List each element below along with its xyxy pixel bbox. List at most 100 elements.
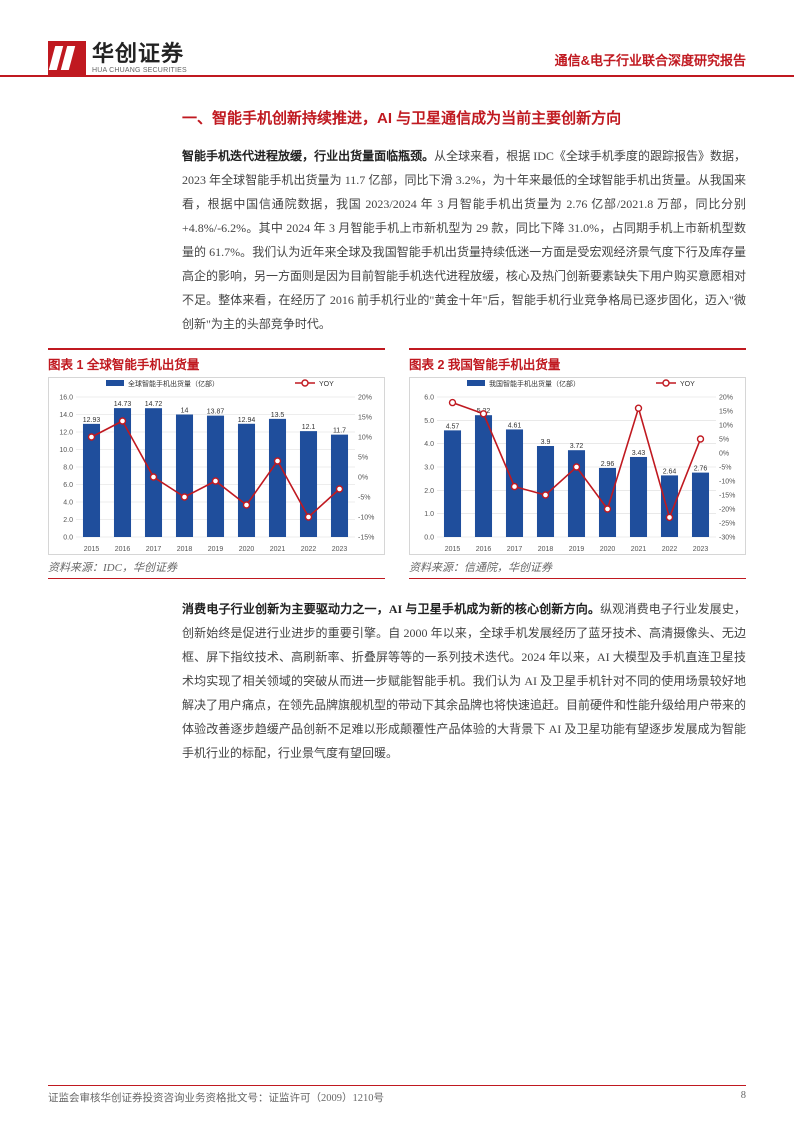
svg-text:-15%: -15% (358, 535, 374, 542)
footer-page-number: 8 (741, 1090, 746, 1105)
svg-text:2023: 2023 (332, 546, 348, 553)
svg-text:10%: 10% (358, 435, 372, 442)
logo-icon (48, 41, 86, 75)
svg-text:-25%: -25% (719, 521, 735, 528)
svg-text:0%: 0% (358, 475, 368, 482)
svg-text:2020: 2020 (239, 546, 255, 553)
svg-text:16.0: 16.0 (59, 395, 73, 402)
header-report-title: 通信&电子行业联合深度研究报告 (555, 50, 746, 75)
chart-2-canvas: 0.0 1.0 2.0 3.0 4.0 5.0 6.0 -30% -25% -20% -15% -10… (409, 377, 746, 555)
svg-text:3.0: 3.0 (424, 465, 434, 472)
svg-text:20%: 20% (719, 395, 733, 402)
svg-text:3.9: 3.9 (541, 439, 551, 446)
svg-text:15%: 15% (719, 409, 733, 416)
svg-text:5.0: 5.0 (424, 418, 434, 425)
chart-2-title: 图表 2 我国智能手机出货量 (409, 348, 746, 373)
svg-text:-10%: -10% (358, 515, 374, 522)
svg-text:2018: 2018 (177, 546, 193, 553)
logo-text-en: HUA CHUANG SECURITIES (92, 67, 187, 74)
svg-text:2023: 2023 (693, 546, 709, 553)
page-header: 华创证券 HUA CHUANG SECURITIES 通信&电子行业联合深度研究… (0, 0, 794, 77)
svg-text:8.0: 8.0 (63, 465, 73, 472)
svg-text:10.0: 10.0 (59, 447, 73, 454)
svg-text:-30%: -30% (719, 535, 735, 542)
svg-text:2021: 2021 (270, 546, 286, 553)
svg-text:2017: 2017 (146, 546, 162, 553)
svg-text:0.0: 0.0 (63, 535, 73, 542)
svg-text:2022: 2022 (662, 546, 678, 553)
svg-text:2.0: 2.0 (424, 488, 434, 495)
svg-text:13.5: 13.5 (271, 412, 285, 419)
svg-text:2018: 2018 (538, 546, 554, 553)
svg-text:1.0: 1.0 (424, 511, 434, 518)
svg-text:14: 14 (181, 408, 189, 415)
svg-text:14.72: 14.72 (145, 401, 163, 408)
svg-text:6.0: 6.0 (63, 482, 73, 489)
para1-body: 从全球来看，根据 IDC《全球手机季度的跟踪报告》数据，2023 年全球智能手机… (182, 149, 746, 331)
svg-text:12.1: 12.1 (302, 424, 316, 431)
svg-text:2021: 2021 (631, 546, 647, 553)
svg-text:12.93: 12.93 (83, 417, 101, 424)
svg-text:12.94: 12.94 (238, 417, 256, 424)
para2-body: 纵观消费电子行业发展史，创新始终是促进行业进步的重要引擎。自 2000 年以来，… (182, 602, 746, 760)
chart-1-canvas: 0.0 2.0 4.0 6.0 8.0 10.0 12.0 14.0 16.0 -15% -10% -… (48, 377, 385, 555)
svg-text:2.76: 2.76 (694, 466, 708, 473)
paragraph-2: 消费电子行业创新为主要驱动力之一，AI 与卫星手机成为新的核心创新方向。纵观消费… (182, 597, 746, 765)
chart-2-source: 资料来源：信通院，华创证券 (409, 555, 746, 579)
svg-text:6.0: 6.0 (424, 395, 434, 402)
svg-text:YOY: YOY (680, 381, 695, 388)
svg-text:12.0: 12.0 (59, 430, 73, 437)
svg-text:0%: 0% (719, 451, 729, 458)
svg-text:11.7: 11.7 (333, 428, 346, 435)
svg-text:2016: 2016 (476, 546, 492, 553)
svg-text:3.72: 3.72 (570, 443, 584, 450)
svg-text:2.96: 2.96 (601, 461, 615, 468)
svg-text:20%: 20% (358, 395, 372, 402)
page-footer: 证监会审核华创证券投资咨询业务资格批文号：证监许可（2009）1210号 8 (48, 1085, 746, 1105)
logo-text-cn: 华创证券 (92, 43, 187, 65)
svg-text:-10%: -10% (719, 479, 735, 486)
svg-text:4.0: 4.0 (424, 441, 434, 448)
section-heading: 一、智能手机创新持续推进，AI 与卫星通信成为当前主要创新方向 (182, 107, 746, 128)
svg-text:14.73: 14.73 (114, 401, 132, 408)
svg-text:15%: 15% (358, 415, 372, 422)
svg-text:13.87: 13.87 (207, 409, 225, 416)
svg-text:10%: 10% (719, 423, 733, 430)
svg-text:2020: 2020 (600, 546, 616, 553)
para1-lead: 智能手机迭代进程放缓，行业出货量面临瓶颈。 (182, 149, 434, 163)
svg-text:-15%: -15% (719, 493, 735, 500)
svg-text:2016: 2016 (115, 546, 131, 553)
chart-1-source: 资料来源：IDC，华创证券 (48, 555, 385, 579)
paragraph-1: 智能手机迭代进程放缓，行业出货量面临瓶颈。从全球来看，根据 IDC《全球手机季度… (182, 144, 746, 336)
svg-text:4.57: 4.57 (446, 423, 460, 430)
svg-text:2.64: 2.64 (663, 468, 677, 475)
page-body: 一、智能手机创新持续推进，AI 与卫星通信成为当前主要创新方向 智能手机迭代进程… (0, 77, 794, 765)
svg-text:2022: 2022 (301, 546, 317, 553)
svg-text:2015: 2015 (84, 546, 100, 553)
svg-text:-5%: -5% (358, 495, 370, 502)
chart-2-col: 图表 2 我国智能手机出货量 0.0 1.0 2.0 3.0 4.0 5.0 6.0 -30%… (409, 348, 746, 579)
chart-1-col: 图表 1 全球智能手机出货量 0.0 2.0 4.0 6.0 8.0 10.0 12.0 14… (48, 348, 385, 579)
svg-text:2017: 2017 (507, 546, 523, 553)
charts-row: 图表 1 全球智能手机出货量 0.0 2.0 4.0 6.0 8.0 10.0 12.0 14… (48, 348, 746, 579)
svg-text:全球智能手机出货量（亿部）: 全球智能手机出货量（亿部） (128, 379, 219, 388)
footer-left: 证监会审核华创证券投资咨询业务资格批文号：证监许可（2009）1210号 (48, 1090, 384, 1105)
svg-text:2019: 2019 (208, 546, 224, 553)
svg-text:YOY: YOY (319, 381, 334, 388)
svg-text:3.43: 3.43 (632, 450, 646, 457)
svg-text:我国智能手机出货量（亿部）: 我国智能手机出货量（亿部） (489, 379, 580, 388)
svg-text:14.0: 14.0 (59, 412, 73, 419)
svg-text:2.0: 2.0 (63, 517, 73, 524)
logo-block: 华创证券 HUA CHUANG SECURITIES (48, 41, 187, 75)
svg-text:5%: 5% (358, 455, 368, 462)
svg-text:4.61: 4.61 (508, 422, 522, 429)
svg-text:-5%: -5% (719, 465, 731, 472)
svg-text:2015: 2015 (445, 546, 461, 553)
svg-text:4.0: 4.0 (63, 500, 73, 507)
chart-1-title: 图表 1 全球智能手机出货量 (48, 348, 385, 373)
svg-text:-20%: -20% (719, 507, 735, 514)
para2-lead: 消费电子行业创新为主要驱动力之一，AI 与卫星手机成为新的核心创新方向。 (182, 602, 600, 616)
svg-text:2019: 2019 (569, 546, 585, 553)
svg-text:0.0: 0.0 (424, 535, 434, 542)
svg-text:5%: 5% (719, 437, 729, 444)
